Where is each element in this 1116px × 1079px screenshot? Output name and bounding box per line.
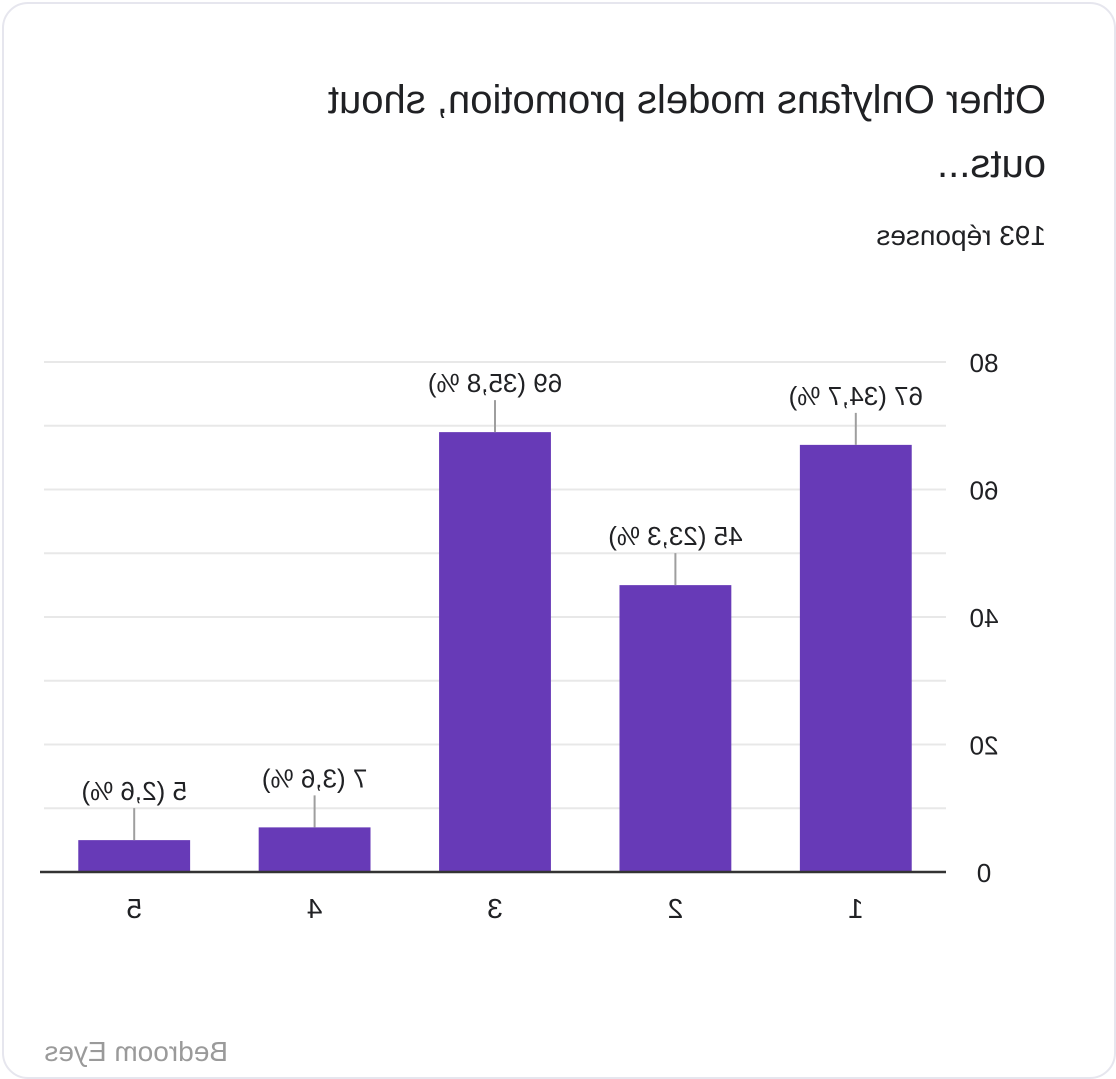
mirrored-content: Other Onlyfans models promotion, shout o… [4, 4, 1114, 1077]
x-tick-label-2: 2 [668, 893, 684, 924]
y-tick-label: 40 [970, 603, 999, 633]
data-label-5: 5 (2,6 %) [81, 776, 187, 806]
data-label-3: 69 (35,8 %) [428, 368, 562, 398]
data-label-4: 7 (3,6 %) [262, 763, 368, 793]
y-tick-label: 20 [970, 731, 999, 761]
bar-2 [619, 585, 732, 872]
x-tick-label-4: 4 [307, 893, 323, 924]
watermark: Bedroom Eyes [44, 1036, 228, 1067]
bar-5 [78, 840, 191, 872]
data-label-1: 67 (34,7 %) [789, 381, 923, 411]
bar-3 [439, 432, 551, 872]
y-tick-label: 0 [977, 858, 991, 888]
y-tick-label: 80 [970, 348, 999, 378]
bar-1 [799, 444, 912, 872]
bar-chart: 0 20 40 60 80 67 (34,7 %) 1 45 (23,3 %) 2 69 (35,… [40, 348, 999, 924]
x-tick-label-3: 3 [487, 893, 503, 924]
x-tick-label-1: 1 [848, 893, 864, 924]
x-tick-label-5: 5 [126, 893, 142, 924]
bar-4 [258, 827, 371, 872]
data-label-2: 45 (23,3 %) [608, 521, 742, 551]
y-tick-label: 60 [970, 476, 999, 506]
